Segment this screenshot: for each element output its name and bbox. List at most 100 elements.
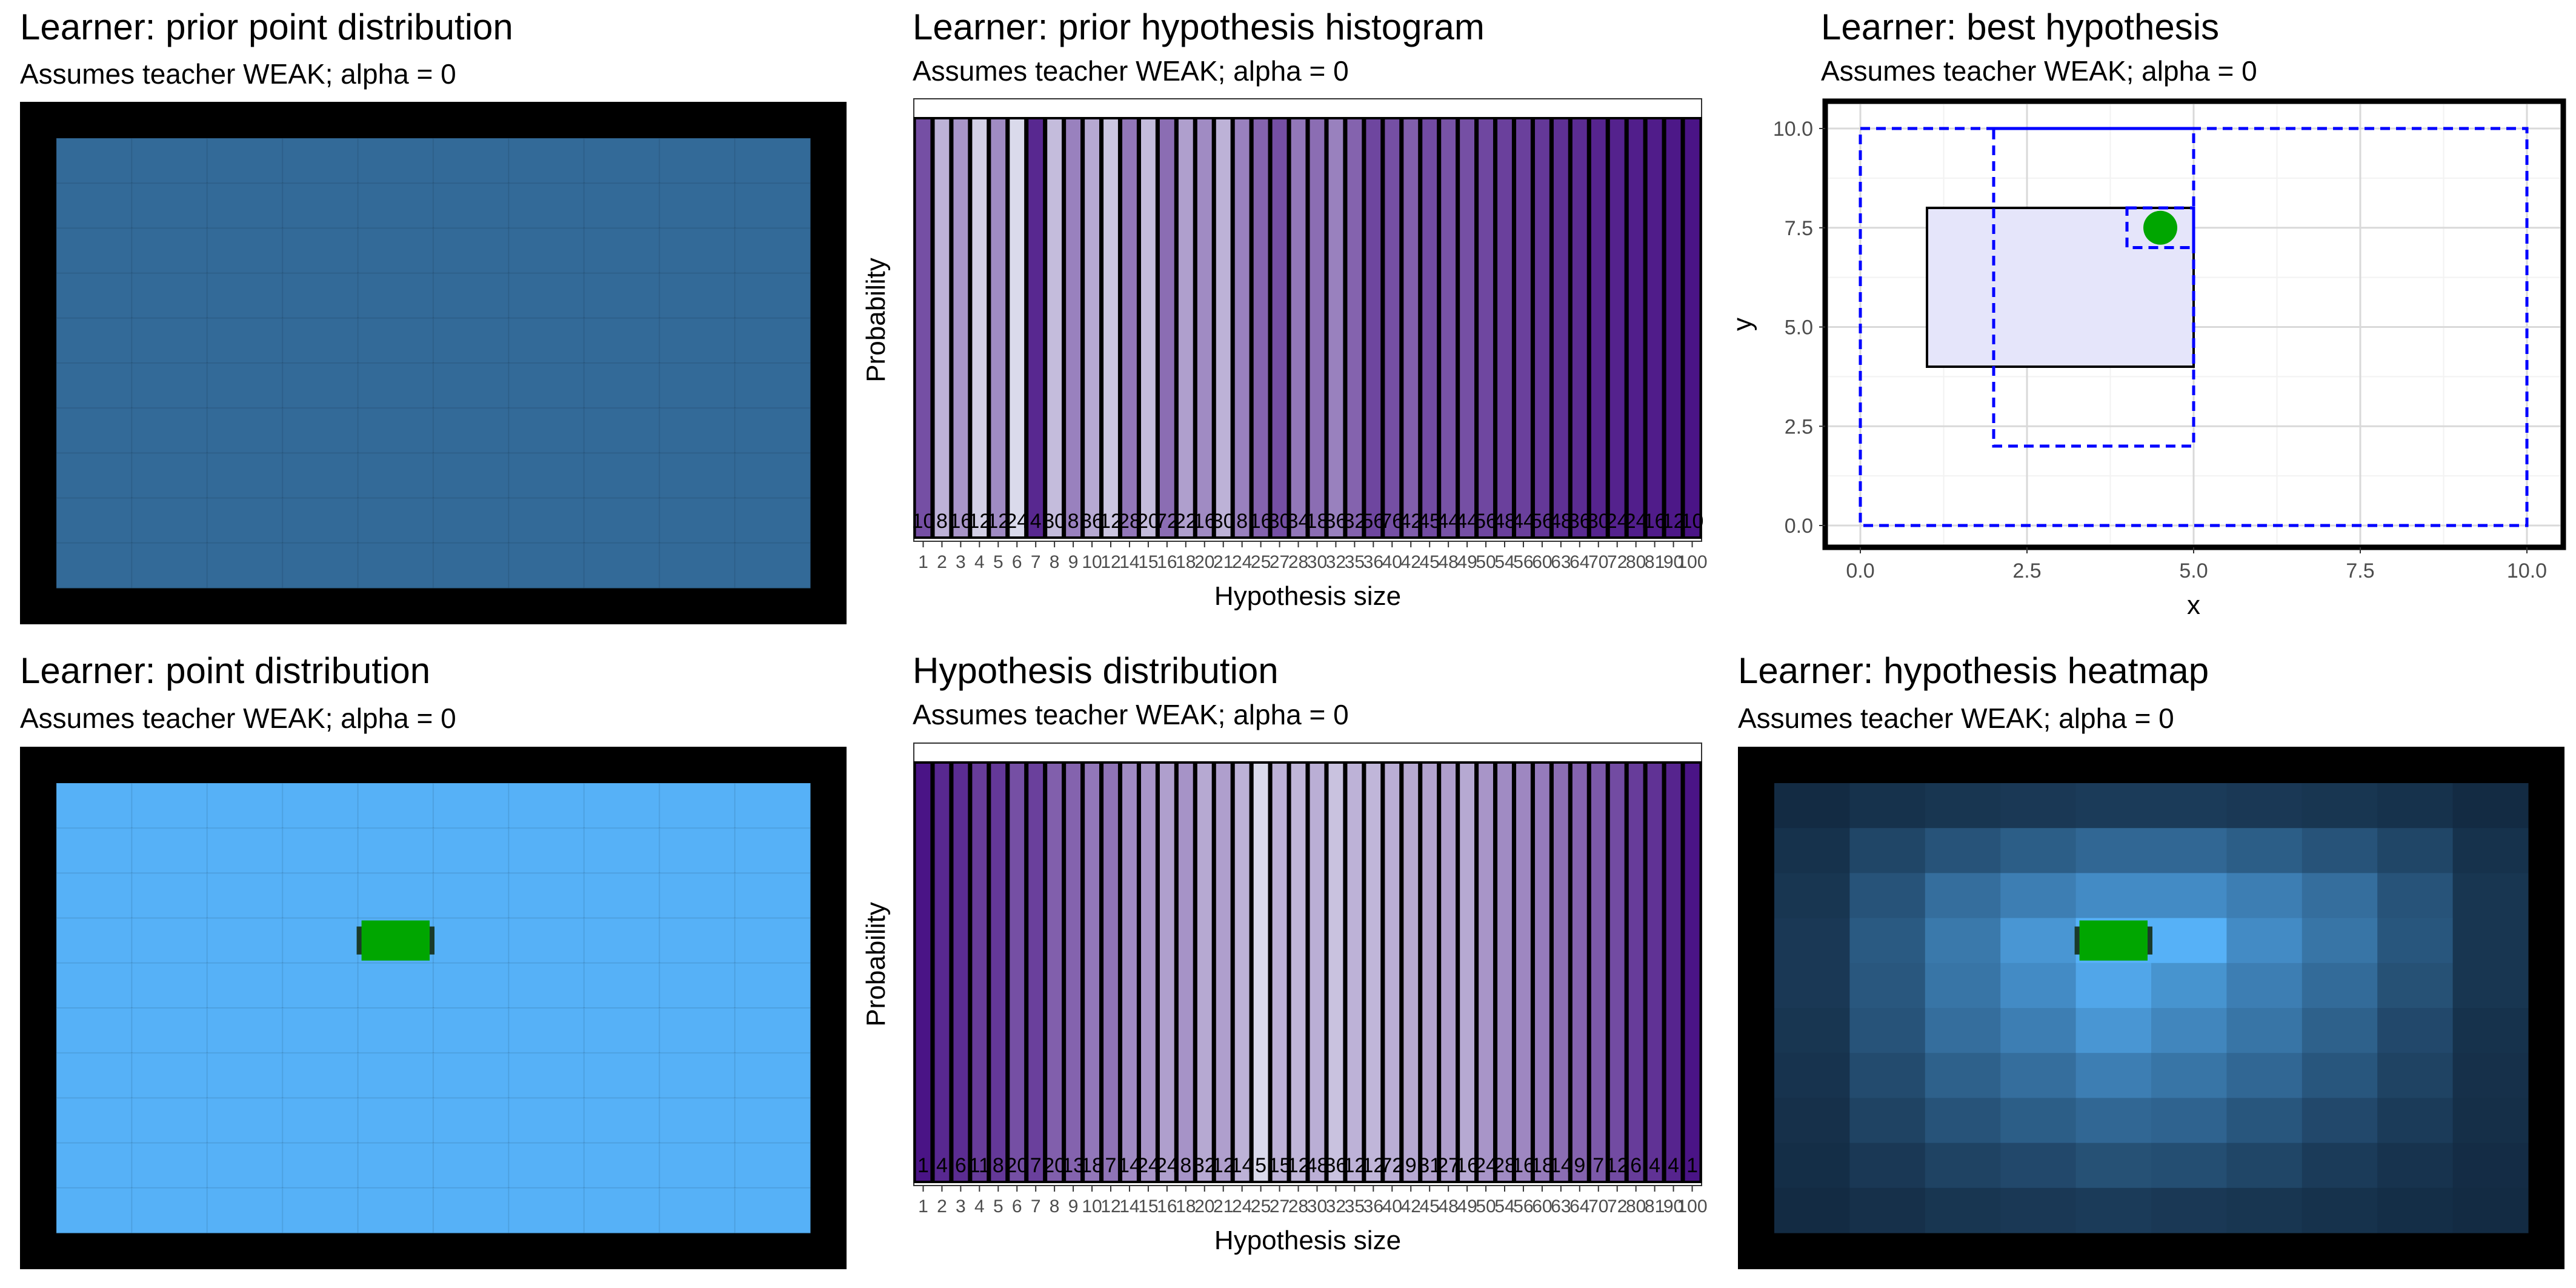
heatmap-cell [583,1097,661,1144]
heatmap-cell [734,827,811,874]
heatmap-cell [56,782,133,829]
heatmap-cell [508,272,585,319]
heatmap-cell [131,962,208,1009]
heatmap-cell [56,1187,133,1234]
x-axis-label: Hypothesis size [1214,1226,1401,1255]
heatmap-cell [583,362,661,409]
heatmap-cell [1925,1187,2001,1233]
heatmap-cell [131,782,208,829]
heatmap-cell [2226,1187,2303,1233]
heatmap-cell [659,362,736,409]
bar-label: 20 [1005,1154,1028,1177]
heatmap-cell [282,362,359,409]
bar-label: 4 [936,1154,948,1177]
bar-label: 7 [1030,1154,1042,1177]
bar [1026,117,1046,539]
heatmap-cell [282,1142,359,1189]
x-tick-label: 16 [1157,1196,1177,1216]
x-tick-label: 80 [1626,552,1646,572]
bar [1270,117,1290,539]
bar-label: 12 [1662,510,1685,533]
bar [1514,761,1533,1183]
bar [1120,117,1139,539]
bar [1213,761,1233,1183]
bar-label: 24 [1474,1154,1497,1177]
x-tick-label: 50 [1476,552,1496,572]
bar-label: 44 [1437,510,1460,533]
heatmap-cell [357,452,434,499]
bar-label: 30 [1587,510,1610,533]
heatmap-cell [131,1187,208,1234]
heatmap-cell [508,917,585,964]
bar-label: 30 [1268,510,1291,533]
bar-label: 72 [1380,1154,1403,1177]
heatmap-cell [734,542,811,589]
bar-label: 4 [1030,510,1042,533]
heatmap-cell [206,227,284,275]
data-point [2143,210,2177,245]
x-tick-label: 56 [1513,1196,1533,1216]
bar-label: 20 [1043,1154,1066,1177]
heatmap-cell [1849,1008,1926,1053]
x-tick-label: 42 [1401,1196,1421,1216]
heatmap-cell [2452,873,2529,919]
heatmap-cell [433,1097,510,1144]
y-tick-label: 7.5 [1785,217,1813,240]
heatmap-cell [2301,828,2378,873]
bar [1532,761,1552,1183]
x-tick-label: 25 [1251,552,1271,572]
heatmap-cell [2151,1053,2227,1098]
bar [1307,761,1327,1183]
bar [1382,117,1402,539]
heatmap-cell [734,317,811,364]
heatmap-cell [282,1052,359,1099]
heatmap-cell [131,1097,208,1144]
bar-label: 48 [1549,510,1573,533]
bar [1101,761,1120,1183]
heatmap-cell [508,872,585,919]
bar-label: 6 [955,1154,967,1177]
x-tick-label: 32 [1326,1196,1346,1216]
bar-label: 16 [949,510,972,533]
bar [1138,761,1158,1183]
heatmap-cell [282,227,359,275]
heatmap-cell [2000,828,2077,873]
bar-label: 8 [1068,510,1079,533]
bar-label: 36 [1080,510,1103,533]
heatmap-cell [1925,1098,2001,1144]
bar [1588,761,1608,1183]
heatmap-cell [131,317,208,364]
heatmap-cell [206,272,284,319]
x-tick-label: 56 [1513,552,1533,572]
bar-label: 10 [1681,510,1704,533]
bar-label: 36 [1568,510,1591,533]
heatmap-cell [2301,1187,2378,1233]
heatmap-cell [206,1097,284,1144]
heatmap-cell [659,497,736,544]
bar [1288,761,1308,1183]
x-tick-label: 40 [1382,1196,1402,1216]
x-tick-label: 27 [1270,552,1290,572]
heatmap-cell [2301,918,2378,964]
heatmap-cell [1849,1053,1926,1098]
heatmap-cell [56,1052,133,1099]
x-tick-label: 12 [1100,1196,1120,1216]
heatmap-cell [433,182,510,229]
heatmap-cell [583,1007,661,1054]
bar-label: 24 [1625,510,1648,533]
bar-label: 24 [1606,510,1629,533]
bar [1645,117,1665,539]
bar-label: 18 [1531,1154,1554,1177]
heatmap-cell [282,1097,359,1144]
x-tick-label: 15 [1138,1196,1158,1216]
heatmap-cell [659,272,736,319]
panel-title-best-hypothesis: Learner: best hypothesis [1821,7,2220,47]
bar-label: 12 [1362,1154,1385,1177]
bar-label: 8 [1180,1154,1191,1177]
bar-label: 4 [1668,1154,1679,1177]
heatmap-cell [2075,1053,2152,1098]
x-tick-label: 8 [1050,552,1060,572]
x-tick-label: 7 [1031,552,1041,572]
panel-subtitle-prior-histogram: Assumes teacher WEAK; alpha = 0 [913,55,1349,87]
heatmap-cell [583,182,661,229]
